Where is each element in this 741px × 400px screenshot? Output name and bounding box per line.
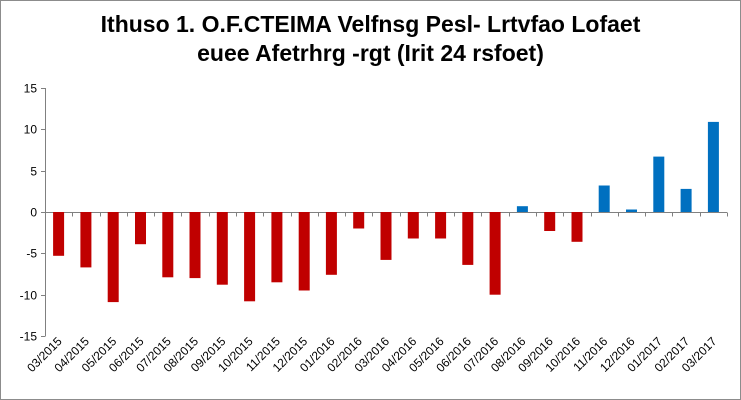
y-tick-label: -5 <box>26 247 37 261</box>
bars-layer <box>53 121 719 303</box>
bar-07-2016 <box>489 212 501 295</box>
bar-11-2016 <box>598 185 610 212</box>
bar-11-2015 <box>271 212 283 283</box>
bar-10-2016 <box>571 212 583 242</box>
y-tick-label: -10 <box>20 289 38 303</box>
bar-05-2015 <box>107 212 119 303</box>
bar-10-2015 <box>244 212 256 302</box>
chart-title: Ithuso 1. O.F.CTEIMA Velfnsg Pesl- Lrtvf… <box>0 10 741 68</box>
y-tick-label: 15 <box>24 82 38 96</box>
y-tick-label: 0 <box>30 206 37 220</box>
bar-06-2016 <box>462 212 474 265</box>
bar-05-2016 <box>435 212 447 239</box>
bar-02-2016 <box>353 212 365 229</box>
bar-09-2016 <box>544 212 556 231</box>
bar-08-2016 <box>516 206 528 212</box>
bar-07-2015 <box>162 212 174 278</box>
chart-title-line-1: Ithuso 1. O.F.CTEIMA Velfnsg Pesl- Lrtvf… <box>100 11 641 37</box>
bar-08-2015 <box>189 212 201 279</box>
bar-12-2015 <box>298 212 310 291</box>
y-tick-label: 5 <box>30 165 37 179</box>
bar-02-2017 <box>680 188 692 212</box>
bar-04-2015 <box>80 212 92 268</box>
bar-01-2017 <box>653 156 665 212</box>
labels-layer: -15-10-505101503/201504/201505/201506/20… <box>20 82 720 375</box>
bar-03-2016 <box>380 212 392 260</box>
bar-03-2015 <box>53 212 65 256</box>
bar-04-2016 <box>407 212 419 239</box>
bar-06-2015 <box>135 212 146 245</box>
bar-01-2016 <box>325 212 337 275</box>
bar-09-2015 <box>216 212 228 285</box>
chart-title-line-2: euee Afetrhrg -rgt (Irit 24 rsfoet) <box>197 40 544 66</box>
y-tick-label: 10 <box>24 123 38 137</box>
bar-12-2016 <box>626 209 637 212</box>
y-tick-label: -15 <box>20 330 38 344</box>
bar-03-2017 <box>707 121 719 212</box>
